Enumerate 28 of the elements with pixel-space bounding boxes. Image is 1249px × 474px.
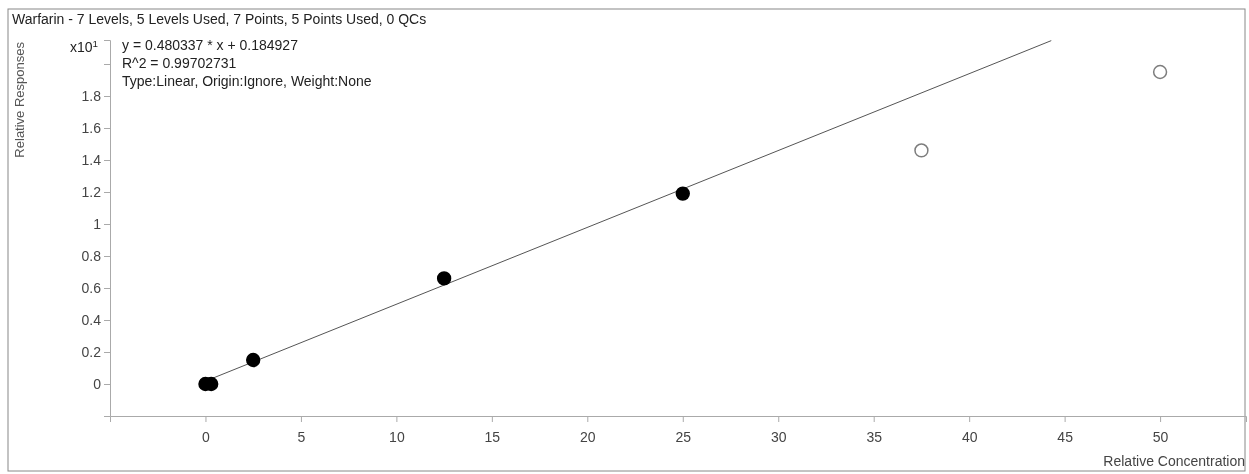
chart-title: Warfarin - 7 Levels, 5 Levels Used, 7 Points, 5 Points Used, 0 QCs xyxy=(12,11,427,27)
x-tick-label: 0 xyxy=(202,428,211,445)
y-tick-label: 1 xyxy=(93,215,102,232)
x-axis-title: Relative Concentration xyxy=(1103,453,1245,469)
x-tick-label: 30 xyxy=(770,428,787,445)
x-tick-label: 35 xyxy=(866,428,883,445)
y-tick-label: 0.4 xyxy=(81,311,102,328)
y-tick-label: 1.2 xyxy=(81,183,102,200)
x-tick-label: 40 xyxy=(961,428,978,445)
x-tick-label: 15 xyxy=(484,428,501,445)
x-tick-label: 25 xyxy=(675,428,692,445)
annotation: y = 0.480337 * x + 0.184927 xyxy=(122,37,299,53)
x-tick-label: 45 xyxy=(1057,428,1074,445)
y-tick-label: 0.8 xyxy=(81,247,102,264)
x-tick-label: 20 xyxy=(580,428,596,445)
annotation: R^2 = 0.99702731 xyxy=(122,55,237,71)
y-tick-label: 1.6 xyxy=(81,119,102,136)
y-tick-label: 1.8 xyxy=(81,87,102,104)
x-tick-label: 10 xyxy=(389,428,405,445)
x-tick-label: 5 xyxy=(297,428,306,445)
x-tick-label: 50 xyxy=(1152,428,1169,445)
y-tick-label: 0 xyxy=(93,375,102,392)
annotation: Type:Linear, Origin:Ignore, Weight:None xyxy=(122,73,372,89)
text: x10$^{1}$ xyxy=(69,37,98,55)
y-axis-title: Relative Responses xyxy=(12,41,27,158)
y-tick-label: 1.4 xyxy=(81,151,102,168)
y-tick-label: 0.6 xyxy=(81,279,102,296)
y-tick-label: 0.2 xyxy=(81,343,102,360)
